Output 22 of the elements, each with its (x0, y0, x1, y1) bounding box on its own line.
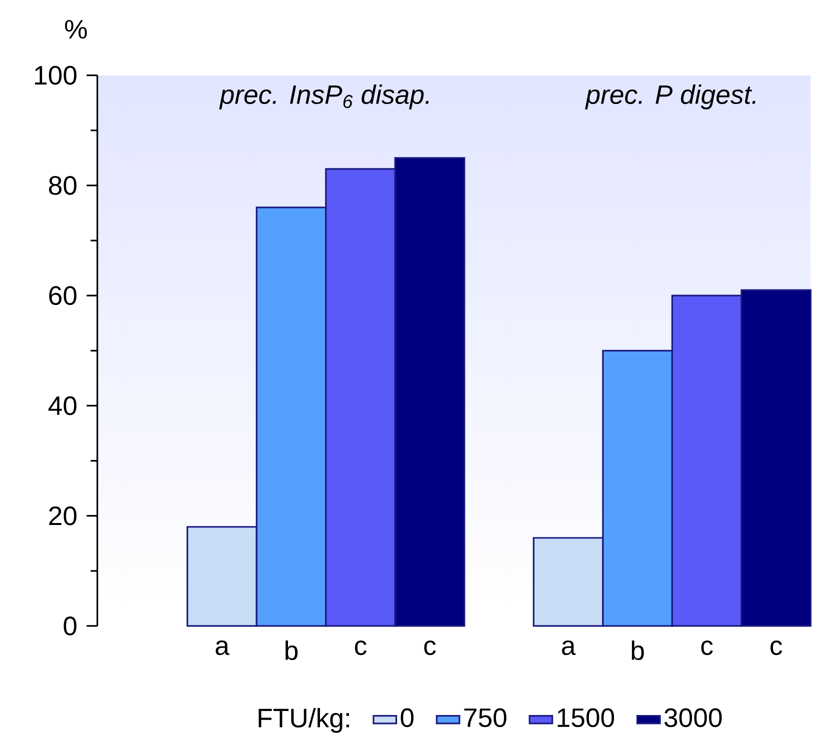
y-tick-label: 60 (49, 286, 76, 306)
legend-title: FTU/kg: (258, 708, 349, 733)
legend-label: 3000 (664, 708, 722, 728)
y-axis-title: % (65, 20, 87, 39)
y-tick-label: 0 (64, 616, 76, 636)
annotation: prec. P digest. (585, 84, 756, 110)
legend-label: 750 (464, 708, 506, 728)
x-tick-label: c (701, 640, 713, 656)
annotation: prec. InsP$_{6}$ disap. (219, 84, 429, 110)
y-tick-label: 100 (35, 66, 76, 85)
x-tick-label: c (354, 640, 366, 656)
x-tick-label: a (216, 640, 230, 656)
y-tick-label: 20 (49, 506, 76, 526)
x-tick-label: b (286, 640, 298, 660)
x-tick-label: c (424, 640, 436, 656)
x-tick-label: a (562, 640, 576, 656)
x-tick-label: b (632, 640, 644, 660)
y-tick-label: 40 (48, 396, 76, 416)
x-tick-label: c (770, 640, 782, 656)
y-tick-label: 80 (49, 176, 76, 195)
legend-label: 0 (400, 708, 414, 728)
legend-label: 1500 (558, 708, 614, 728)
